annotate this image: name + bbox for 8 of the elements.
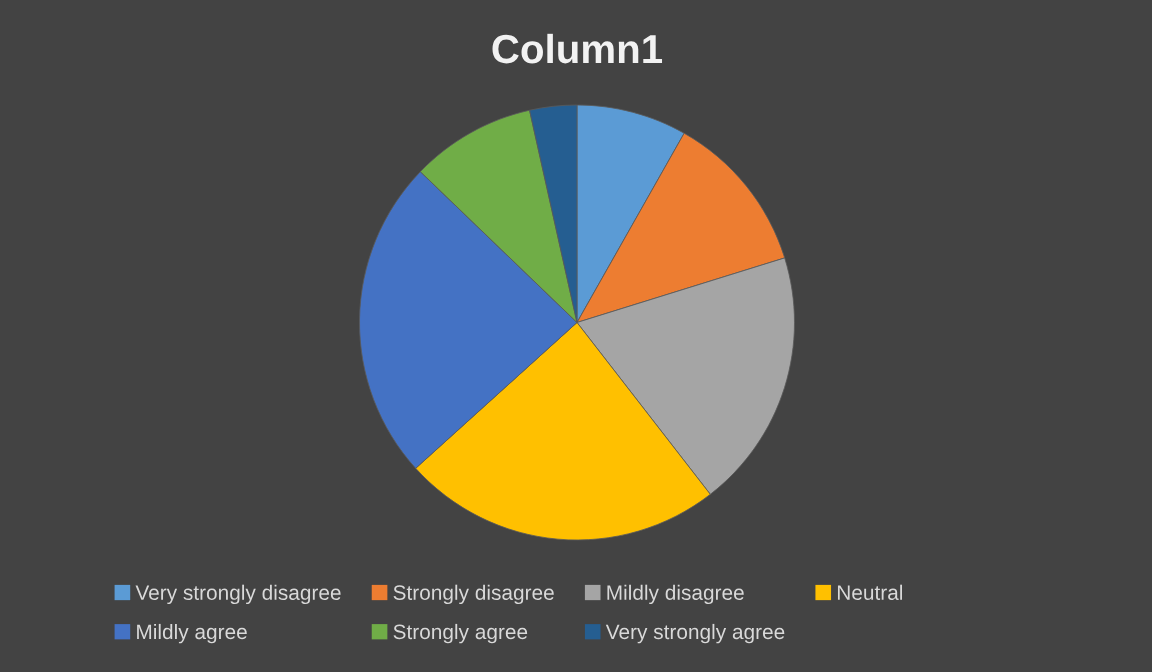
legend-label: Strongly agree (393, 623, 528, 644)
chart-title: Column1 (492, 33, 663, 64)
legend-label: Strongly disagree (393, 584, 554, 605)
legend-label: Neutral (837, 584, 903, 600)
legend-label: Very strongly disagree (135, 584, 341, 605)
legend-label: Mildly disagree (607, 584, 744, 605)
legend-label: Mildly agree (137, 623, 247, 644)
legend-label: Very strongly agree (605, 623, 785, 644)
